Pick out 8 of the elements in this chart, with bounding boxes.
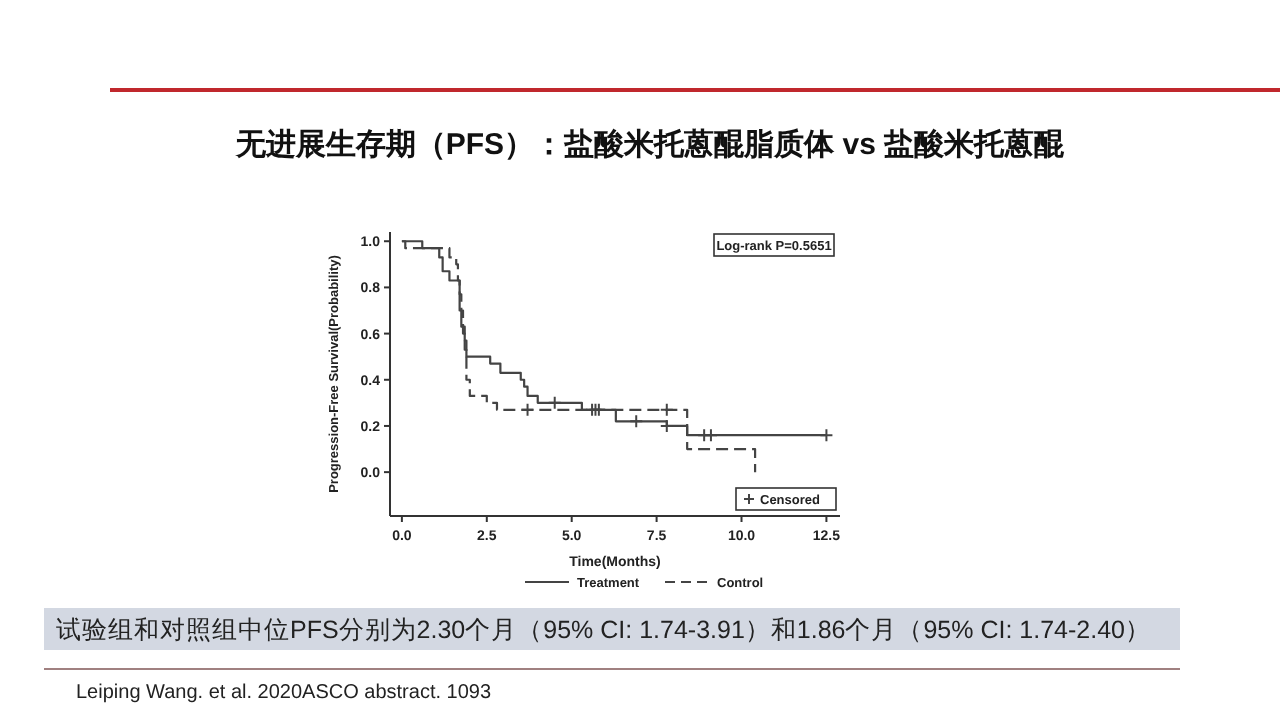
point	[520, 402, 535, 417]
point	[629, 414, 644, 429]
point	[703, 428, 718, 443]
chart-title: 无进展生存期（PFS）：盐酸米托蒽醌脂质体 vs 盐酸米托蒽醌	[233, 128, 1067, 162]
point	[547, 395, 562, 410]
point	[659, 402, 674, 417]
text: Leiping Wang. et al. 2020ASCO abstract. 1093	[76, 682, 492, 704]
text: 试验组和对照组中位PFS分别为2.30个月（95% CI: 1.74-3.91）和1.86个月（95% CI: 1.74-2.40）	[56, 616, 1151, 644]
